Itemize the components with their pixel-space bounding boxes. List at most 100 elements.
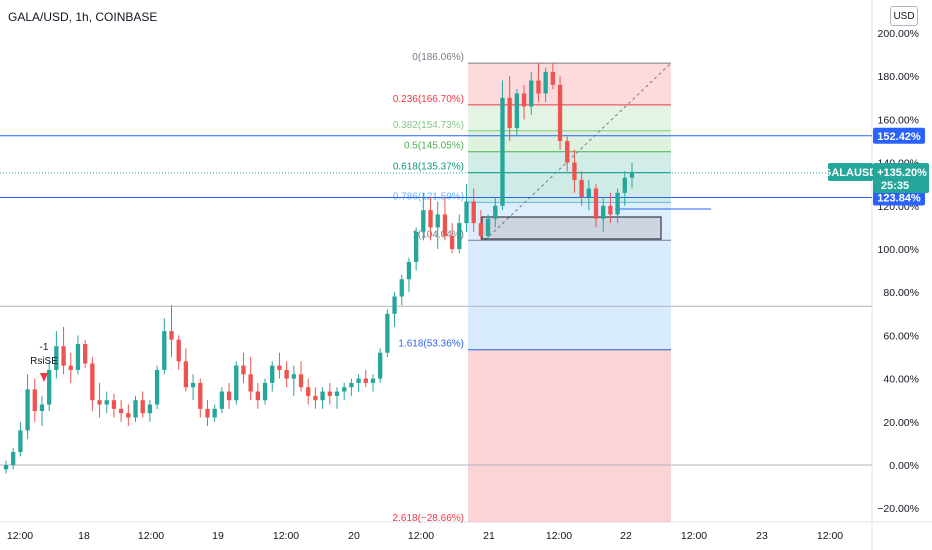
candle-body bbox=[90, 363, 95, 401]
fib-zone bbox=[468, 240, 671, 350]
candle-body bbox=[608, 205, 613, 215]
time-tick-label: 12:00 bbox=[817, 530, 843, 542]
candle-body bbox=[126, 413, 131, 418]
candle-body bbox=[529, 80, 534, 107]
candle-body bbox=[262, 382, 268, 401]
time-tick-label: 12:00 bbox=[408, 530, 434, 542]
candle-body bbox=[298, 374, 304, 388]
candle-body bbox=[198, 382, 203, 409]
candle-body bbox=[111, 400, 117, 409]
symbol-name-tag bbox=[828, 162, 873, 181]
candle-body bbox=[270, 365, 275, 383]
candle-body bbox=[385, 313, 390, 353]
candle-body bbox=[507, 97, 512, 129]
candle-body bbox=[622, 177, 627, 193]
candle-body bbox=[97, 400, 102, 405]
candle-body bbox=[306, 387, 311, 396]
candlestick-series bbox=[3, 63, 635, 474]
candle-body bbox=[615, 192, 620, 215]
price-tags: 152.42% 123.84% GALAUSD +135.20%25:35 bbox=[823, 127, 929, 206]
price-tick-label: 80.00% bbox=[883, 287, 919, 299]
candle-body bbox=[413, 231, 419, 262]
candle-body bbox=[471, 201, 476, 224]
rectangle-drawing[interactable] bbox=[481, 216, 662, 240]
candle-body bbox=[25, 389, 30, 431]
fib-zone bbox=[468, 104, 671, 131]
candle-body bbox=[493, 205, 498, 219]
price-tick-label: 40.00% bbox=[883, 374, 919, 386]
candle-body bbox=[464, 201, 469, 224]
candle-body bbox=[226, 391, 232, 401]
fib-level-label: 0.5(145.05%) bbox=[404, 141, 464, 152]
candle-body bbox=[349, 382, 354, 388]
candle-body bbox=[3, 465, 9, 470]
candle-body bbox=[586, 188, 591, 198]
time-tick-label: 12:00 bbox=[681, 530, 707, 542]
candle-body bbox=[169, 331, 174, 340]
candle-body bbox=[435, 214, 440, 228]
candle-body bbox=[248, 374, 253, 392]
time-tick-label: 22 bbox=[620, 530, 632, 542]
candle-body bbox=[442, 214, 448, 237]
fib-level-label: 2.618(−28.66%) bbox=[393, 513, 464, 524]
candle-body bbox=[378, 352, 383, 379]
symbol-title: GALA/USD, 1h, COINBASE bbox=[8, 10, 158, 24]
candle-body bbox=[557, 84, 563, 141]
candle-body bbox=[601, 205, 606, 219]
candle-body bbox=[75, 344, 81, 370]
candle-body bbox=[205, 408, 210, 418]
time-axis[interactable]: 12:00 18 12:00 19 12:00 20 12:00 21 12:00 22 12:00… bbox=[7, 530, 843, 542]
candle-body bbox=[356, 378, 361, 383]
fib-zone bbox=[468, 130, 671, 152]
candle-body bbox=[593, 188, 599, 219]
candle-body bbox=[428, 210, 433, 228]
candle-body bbox=[543, 71, 548, 94]
fib-level-label: 0(186.06%) bbox=[412, 52, 464, 63]
candle-body bbox=[277, 365, 282, 370]
signal-name: RsiSE bbox=[30, 356, 58, 367]
candle-body bbox=[162, 331, 167, 370]
candle-body bbox=[234, 365, 239, 401]
price-tick-label: 0.00% bbox=[889, 460, 919, 472]
upper-line-price-tag bbox=[873, 127, 925, 144]
price-axis[interactable]: 200.00%180.00%160.00%140.00%120.00%100.0… bbox=[877, 28, 919, 515]
time-tick-label: 19 bbox=[212, 530, 224, 542]
candle-body bbox=[629, 172, 635, 178]
candle-body bbox=[392, 296, 397, 314]
candle-body bbox=[334, 391, 340, 396]
time-tick-label: 18 bbox=[78, 530, 90, 542]
candle-body bbox=[219, 391, 225, 409]
fib-level-label: 1.618(53.36%) bbox=[398, 339, 464, 350]
price-tick-label: 60.00% bbox=[883, 330, 919, 342]
candle-body bbox=[363, 378, 368, 383]
time-tick-label: 21 bbox=[483, 530, 495, 542]
fibonacci-retracement[interactable]: 0(186.06%) 0.236(166.70%) 0.382(154.73%) 0.… bbox=[393, 52, 711, 524]
candle-body bbox=[478, 223, 484, 237]
signal-count: -1 bbox=[40, 342, 49, 353]
candle-body bbox=[18, 430, 23, 453]
candle-body bbox=[457, 223, 462, 249]
candle-body bbox=[54, 346, 59, 370]
candle-body bbox=[370, 378, 376, 383]
candle-body bbox=[11, 452, 16, 465]
fib-trend-line[interactable] bbox=[484, 62, 672, 241]
candle-body bbox=[154, 369, 160, 405]
currency-button[interactable]: USD bbox=[890, 6, 918, 26]
horizontal-lines[interactable] bbox=[0, 135, 872, 466]
candle-body bbox=[104, 400, 109, 405]
fib-level-label: 0.382(154.73%) bbox=[393, 120, 464, 131]
candle-body bbox=[342, 387, 347, 392]
bar-countdown-label: 25:35 bbox=[881, 180, 909, 192]
candle-body bbox=[118, 408, 124, 414]
candle-body bbox=[190, 382, 196, 388]
candle-body bbox=[284, 369, 289, 379]
fib-level-label: 0.236(166.70%) bbox=[393, 94, 464, 105]
price-tick-label: 20.00% bbox=[883, 417, 919, 429]
candle-body bbox=[399, 279, 404, 297]
signal-annotation: -1 RsiSE bbox=[30, 342, 58, 382]
lower-line-price-label: 123.84% bbox=[877, 193, 921, 205]
price-tick-label: 160.00% bbox=[878, 114, 919, 126]
candle-body bbox=[320, 391, 325, 401]
candle-body bbox=[47, 369, 52, 405]
